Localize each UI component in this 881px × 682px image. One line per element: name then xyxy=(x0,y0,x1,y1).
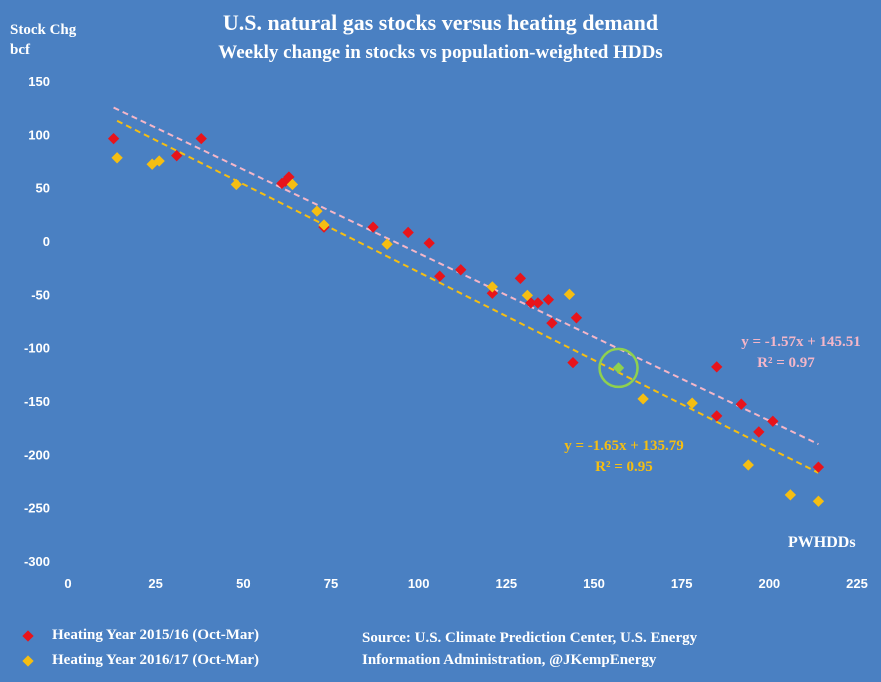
y-tick-label: -250 xyxy=(24,501,50,516)
source-line-1: Source: U.S. Climate Prediction Center, … xyxy=(362,630,698,646)
y-tick-label: 150 xyxy=(28,74,50,89)
legend-marker-gold xyxy=(22,654,34,667)
data-point-2015-16 xyxy=(367,221,379,233)
legend-item-2016-17: Heating Year 2016/17 (Oct-Mar) xyxy=(22,652,260,669)
chart-title: U.S. natural gas stocks versus heating d… xyxy=(222,10,659,35)
y-tick-label: 0 xyxy=(43,234,50,249)
data-point-2016-17 xyxy=(563,288,576,300)
x-tick-label: 0 xyxy=(64,576,71,591)
data-point-2015-16 xyxy=(567,356,579,369)
data-point-2015-16 xyxy=(195,132,207,145)
data-point-2016-17 xyxy=(742,459,754,471)
data-point-2015-16 xyxy=(107,132,120,145)
data-point-2015-16 xyxy=(434,270,446,282)
x-tick-label: 125 xyxy=(495,576,517,591)
data-point-2015-16 xyxy=(812,461,825,473)
data-point-2015-16 xyxy=(423,237,435,249)
x-axis-label: PWHDDs xyxy=(788,534,856,551)
trend-r2-2015-16: R² = 0.97 xyxy=(757,355,815,371)
x-tick-label: 225 xyxy=(846,576,868,591)
data-point-2016-17 xyxy=(311,205,323,217)
y-tick-label: 100 xyxy=(28,127,50,142)
chart-subtitle: Weekly change in stocks vs population-we… xyxy=(218,42,663,63)
data-point-2015-16 xyxy=(171,150,183,162)
data-point-2016-17 xyxy=(686,397,698,409)
legend-label-2015-16: Heating Year 2015/16 (Oct-Mar) xyxy=(52,627,260,643)
data-point-2015-16 xyxy=(711,410,723,422)
data-point-2015-16 xyxy=(767,415,779,427)
data-point-2016-17 xyxy=(637,393,649,405)
data-point-2015-16 xyxy=(542,294,555,306)
legend-marker-red xyxy=(22,629,34,642)
y-axis-label: Stock Chg xyxy=(10,22,77,38)
y-tick-label: -200 xyxy=(24,447,50,462)
x-tick-label: 175 xyxy=(671,576,693,591)
x-tick-label: 150 xyxy=(583,576,605,591)
data-point-2015-16 xyxy=(570,312,583,324)
data-point-2015-16 xyxy=(711,361,723,373)
trendline-2015-16 xyxy=(113,106,819,446)
y-tick-label: -100 xyxy=(24,341,50,356)
trend-r2-2016-17: R² = 0.95 xyxy=(595,459,653,475)
x-tick-label: 50 xyxy=(236,576,250,591)
source-note: Source: U.S. Climate Prediction Center, … xyxy=(362,627,862,671)
data-point-2015-16 xyxy=(486,287,498,299)
data-point-2015-16 xyxy=(753,426,765,438)
data-point-2016-17 xyxy=(521,289,534,302)
data-point-2016-17 xyxy=(286,178,299,191)
trend-equation-2015-16: y = -1.57x + 145.51 xyxy=(741,334,861,350)
data-point-2016-17 xyxy=(111,152,123,164)
data-point-2016-17 xyxy=(230,178,242,191)
data-point-2016-17 xyxy=(153,155,165,167)
x-tick-label: 25 xyxy=(148,576,162,591)
y-tick-label: 50 xyxy=(36,181,50,196)
data-point-2015-16 xyxy=(514,272,527,284)
data-point-2016-17 xyxy=(318,219,330,231)
x-tick-label: 100 xyxy=(408,576,430,591)
legend-label-2016-17: Heating Year 2016/17 (Oct-Mar) xyxy=(52,652,260,668)
data-point-2016-17 xyxy=(812,495,825,507)
x-tick-label: 75 xyxy=(324,576,338,591)
x-tick-label: 200 xyxy=(758,576,780,591)
y-tick-label: -300 xyxy=(24,554,50,569)
legend-item-2015-16: Heating Year 2015/16 (Oct-Mar) xyxy=(22,627,260,644)
highlighted-point xyxy=(612,362,625,374)
data-point-2016-17 xyxy=(784,489,797,501)
highlight-ring xyxy=(598,347,639,389)
data-point-2016-17 xyxy=(486,281,498,293)
trendline-2016-17 xyxy=(116,119,819,474)
y-axis-unit: bcf xyxy=(10,42,30,58)
data-point-2015-16 xyxy=(402,226,414,239)
data-point-2015-16 xyxy=(532,297,544,309)
data-point-2015-16 xyxy=(735,398,747,410)
y-tick-label: -150 xyxy=(24,394,50,409)
trend-equation-2016-17: y = -1.65x + 135.79 xyxy=(564,438,684,454)
data-point-2015-16 xyxy=(455,264,467,276)
source-line-2: Information Administration, @JKempEnergy xyxy=(362,652,657,668)
data-point-2015-16 xyxy=(546,317,558,329)
y-tick-label: -50 xyxy=(31,287,50,302)
data-point-2016-17 xyxy=(381,238,393,250)
